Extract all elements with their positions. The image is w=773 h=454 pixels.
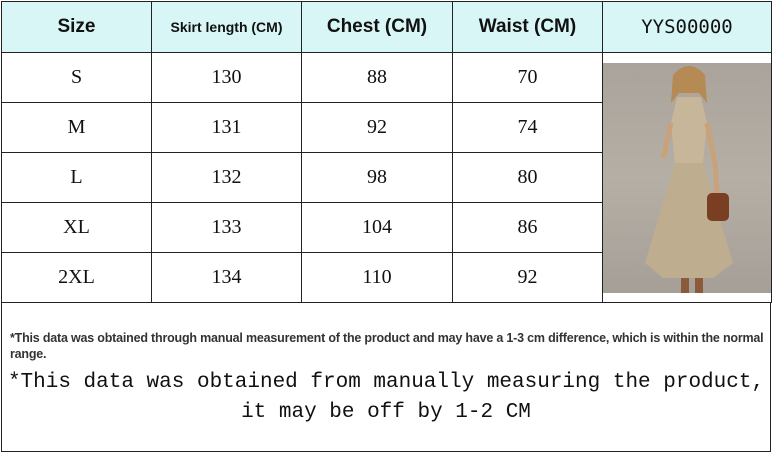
dress-illustration — [645, 65, 733, 293]
table-row: M 131 92 74 — [1, 102, 772, 153]
cell-size: XL — [1, 202, 152, 253]
cell-chest: 98 — [301, 152, 453, 203]
cell-skirt-length: 133 — [151, 202, 302, 253]
cell-size: S — [1, 52, 152, 103]
product-photo — [603, 62, 771, 293]
cell-skirt-length: 130 — [151, 52, 302, 103]
size-chart-table: Size Skirt length (CM) Chest (CM) Waist … — [1, 1, 772, 303]
cell-chest: 104 — [301, 202, 453, 253]
table-row: S 130 88 70 — [1, 52, 772, 303]
table-row: L 132 98 80 — [1, 152, 772, 203]
header-waist: Waist (CM) — [452, 1, 603, 53]
header-product-code: YYS00000 — [602, 1, 772, 53]
measurement-note-box: *This data was obtained through manual m… — [1, 302, 771, 452]
header-skirt-length: Skirt length (CM) — [151, 1, 302, 53]
header-row: Size Skirt length (CM) Chest (CM) Waist … — [1, 1, 772, 53]
cell-skirt-length: 131 — [151, 102, 302, 153]
cell-size: 2XL — [1, 252, 152, 303]
cell-waist: 86 — [452, 202, 603, 253]
table-row: 2XL 134 110 92 — [1, 252, 772, 303]
cell-waist: 80 — [452, 152, 603, 203]
cell-chest: 88 — [301, 52, 453, 103]
cell-skirt-length: 132 — [151, 152, 302, 203]
header-chest: Chest (CM) — [301, 1, 453, 53]
cell-chest: 92 — [301, 102, 453, 153]
cell-size: M — [1, 102, 152, 153]
cell-skirt-length: 134 — [151, 252, 302, 303]
cell-chest: 110 — [301, 252, 453, 303]
measurement-note-small: *This data was obtained through manual m… — [10, 331, 764, 361]
header-size: Size — [1, 1, 152, 53]
cell-waist: 74 — [452, 102, 603, 153]
cell-waist: 92 — [452, 252, 603, 303]
product-photo-cell — [602, 52, 772, 303]
cell-size: L — [1, 152, 152, 203]
measurement-note-large: *This data was obtained from manually me… — [7, 371, 765, 424]
cell-waist: 70 — [452, 52, 603, 103]
